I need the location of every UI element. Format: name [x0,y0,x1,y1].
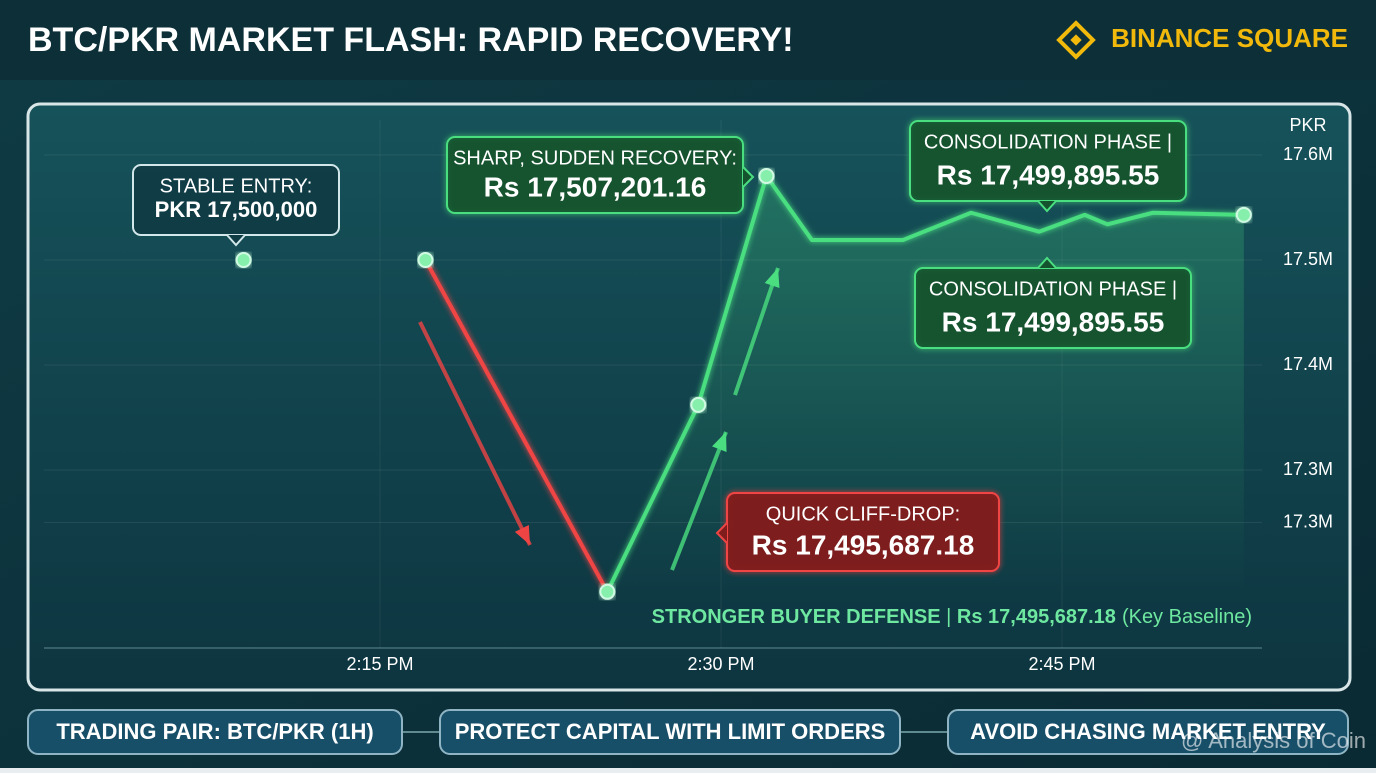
baseline-part: (Key Baseline) [1122,606,1252,628]
point [235,252,252,268]
annotation-pointer [1037,200,1057,213]
y-tick-label: 17.3M [1283,459,1333,479]
x-tick-label: 2:30 PM [687,654,754,674]
annotation-value: Rs 17,499,895.55 [942,306,1165,337]
annotation-value: Rs 17,495,687.18 [752,529,975,560]
y-tick-label: 17.3M [1283,511,1333,531]
y-tick-label: 17.6M [1283,144,1333,164]
watermark: @ Analysis of Coin [1181,728,1366,753]
brand-logo [1056,20,1096,60]
point [599,583,616,600]
footer-pill-text: PROTECT CAPITAL WITH LIMIT ORDERS [455,719,886,744]
annotation-label: STABLE ENTRY: [160,175,313,197]
point [1235,206,1252,223]
baseline-part: Rs 17,495,687.18 [957,606,1116,628]
baseline-part: STRONGER BUYER DEFENSE [652,606,941,628]
footer-pill [439,709,901,755]
header-band [0,0,1376,80]
arrow [418,321,532,546]
annotation-value: Rs 17,499,895.55 [937,159,1160,190]
y-tick-label: 17.4M [1283,354,1333,374]
annotation-pointer [742,166,755,188]
footer: TRADING PAIR: BTC/PKR (1H) PROTECT CAPITA… [27,709,1366,755]
annotation-pointer [226,234,246,247]
point [417,252,434,268]
annotation-value: PKR 17,500,000 [155,197,318,222]
point [690,396,707,413]
arrow-head [712,432,727,452]
point [758,168,775,184]
y-axis-label: PKR [1289,115,1326,135]
baseline-text: STRONGER BUYER DEFENSE | Rs 17,495,687.1… [652,606,1252,628]
footer-pill [27,709,403,755]
annotation-value: Rs 17,507,201.16 [484,171,707,202]
title: BTC/PKR MARKET FLASH: RAPID RECOVERY! [28,21,794,59]
arrow-head [764,268,780,288]
annotation-label: QUICK CLIFF-DROP: [766,503,960,525]
annotation-label: CONSOLIDATION PHASE | [929,278,1177,300]
arrow-head [514,525,530,545]
arrow [670,431,728,571]
brand: BINANCE SQUARE [1111,23,1348,53]
arrow [733,267,780,396]
footer-pill [947,709,1349,755]
footer-pill-text: AVOID CHASING MARKET ENTRY [970,719,1326,744]
annotation-pointer [1037,256,1057,269]
line-drop [423,259,610,593]
y-tick-label: 17.5M [1283,249,1333,269]
footer-pill-text: TRADING PAIR: BTC/PKR (1H) [56,719,373,744]
annotation-label: CONSOLIDATION PHASE | [924,131,1172,153]
plot: 17.6M 17.5M 17.4M 17.3M 17.3M 2:15 PM 2:30 PM 2… [44,120,1333,674]
x-tick-label: 2:45 PM [1028,654,1095,674]
x-tick-label: 2:15 PM [346,654,413,674]
annotation-label: SHARP, SUDDEN RECOVERY: [453,147,737,169]
annotation-pointer [715,522,728,544]
baseline-part: | [941,606,957,628]
line-recovery [605,174,1244,593]
